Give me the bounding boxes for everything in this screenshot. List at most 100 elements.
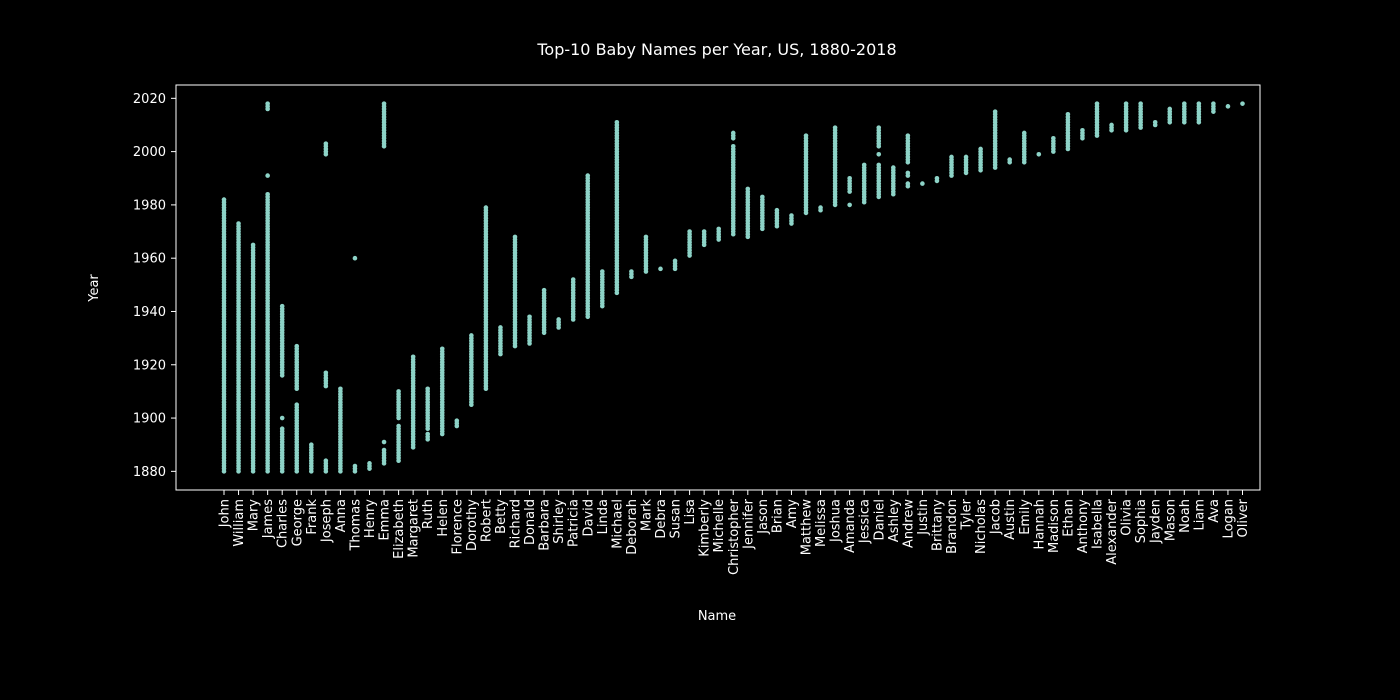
x-tick-label: Jayden bbox=[1149, 499, 1164, 544]
series-jayden bbox=[1153, 120, 1158, 127]
data-point bbox=[993, 109, 998, 114]
data-point bbox=[1167, 107, 1172, 112]
series-liam bbox=[1197, 101, 1202, 124]
series-alexander bbox=[1109, 123, 1114, 133]
data-point bbox=[280, 426, 285, 431]
series-susan bbox=[673, 259, 678, 272]
x-tick-label: Thomas bbox=[348, 499, 363, 552]
data-point bbox=[775, 208, 780, 213]
x-tick-label: Ruth bbox=[421, 499, 436, 529]
data-point bbox=[571, 277, 576, 282]
data-point bbox=[1153, 120, 1158, 125]
x-tick-label: Frank bbox=[305, 499, 320, 535]
data-point bbox=[644, 235, 649, 240]
data-point bbox=[891, 165, 896, 170]
x-tick-label: Noah bbox=[1178, 499, 1193, 533]
data-point bbox=[658, 267, 663, 272]
data-point bbox=[804, 133, 809, 138]
x-tick-label: Florence bbox=[450, 499, 465, 555]
x-tick-label: William bbox=[232, 499, 247, 547]
series-matthew bbox=[804, 133, 809, 215]
y-tick-label: 2000 bbox=[133, 145, 166, 160]
series-brandon bbox=[949, 155, 954, 178]
data-point bbox=[367, 461, 372, 466]
data-point bbox=[1240, 101, 1245, 106]
x-tick-label: John bbox=[218, 499, 233, 528]
x-tick-label: Sophia bbox=[1134, 499, 1149, 543]
x-tick-label: Richard bbox=[509, 499, 524, 548]
data-point bbox=[425, 386, 430, 391]
data-point bbox=[1138, 101, 1143, 106]
x-tick-label: Kimberly bbox=[698, 499, 713, 557]
data-point bbox=[280, 416, 285, 421]
x-tick-label: Susan bbox=[669, 499, 684, 538]
series-brian bbox=[775, 208, 780, 229]
data-point bbox=[324, 370, 329, 375]
data-point bbox=[1080, 128, 1085, 133]
x-tick-label: Amy bbox=[785, 499, 800, 529]
x-tick-label: Logan bbox=[1221, 499, 1236, 538]
series-ava bbox=[1211, 101, 1216, 114]
data-point bbox=[906, 181, 911, 186]
x-tick-label: Lisa bbox=[683, 499, 698, 525]
data-point bbox=[847, 203, 852, 208]
data-point bbox=[876, 125, 881, 130]
data-point bbox=[1066, 112, 1071, 117]
data-point bbox=[353, 464, 358, 469]
data-point bbox=[280, 304, 285, 309]
data-point bbox=[265, 173, 270, 178]
data-point bbox=[731, 131, 736, 136]
chart-title: Top-10 Baby Names per Year, US, 1880-201… bbox=[536, 40, 896, 59]
x-tick-label: Nicholas bbox=[974, 499, 989, 554]
x-tick-label: Tyler bbox=[960, 498, 975, 530]
data-point bbox=[1226, 104, 1231, 109]
x-tick-label: Daniel bbox=[872, 499, 887, 540]
data-point bbox=[789, 213, 794, 218]
data-point bbox=[425, 432, 430, 437]
x-tick-label: Mary bbox=[247, 499, 262, 532]
x-tick-label: Jacob bbox=[989, 499, 1004, 535]
data-point bbox=[833, 125, 838, 130]
series-mason bbox=[1167, 107, 1172, 125]
data-point bbox=[1095, 101, 1100, 106]
series-patricia bbox=[571, 277, 576, 322]
y-tick-label: 1980 bbox=[133, 198, 166, 213]
data-point bbox=[382, 440, 387, 445]
data-point bbox=[716, 227, 721, 232]
series-madison bbox=[1051, 136, 1056, 154]
x-tick-label: Henry bbox=[363, 499, 378, 538]
x-tick-label: Christopher bbox=[727, 498, 742, 575]
data-point bbox=[556, 317, 561, 322]
data-point bbox=[760, 195, 765, 200]
data-point bbox=[876, 163, 881, 168]
x-tick-label: Barbara bbox=[538, 499, 553, 551]
data-point bbox=[978, 147, 983, 152]
data-point bbox=[251, 243, 256, 248]
series-mark bbox=[644, 235, 649, 274]
x-tick-label: Anthony bbox=[1076, 499, 1091, 554]
data-point bbox=[1037, 152, 1042, 157]
data-point bbox=[615, 120, 620, 125]
series-anna bbox=[338, 386, 343, 473]
series-hannah bbox=[1037, 152, 1042, 157]
series-kimberly bbox=[702, 229, 707, 247]
series-noah bbox=[1182, 101, 1187, 124]
series-william bbox=[236, 221, 241, 473]
series-jessica bbox=[862, 163, 867, 205]
series-christopher bbox=[731, 131, 736, 237]
x-tick-label: Joshua bbox=[829, 499, 844, 543]
x-tick-label: Justin bbox=[916, 499, 931, 536]
series-george bbox=[294, 344, 299, 474]
series-barbara bbox=[542, 288, 547, 335]
x-tick-label: Michael bbox=[610, 499, 625, 549]
y-tick-label: 1880 bbox=[133, 465, 166, 480]
data-point bbox=[906, 133, 911, 138]
data-point bbox=[294, 402, 299, 407]
y-tick-label: 1900 bbox=[133, 412, 166, 427]
data-point bbox=[469, 333, 474, 338]
y-tick-label: 1960 bbox=[133, 252, 166, 267]
y-tick-label: 1940 bbox=[133, 305, 166, 320]
data-point bbox=[1197, 101, 1202, 106]
